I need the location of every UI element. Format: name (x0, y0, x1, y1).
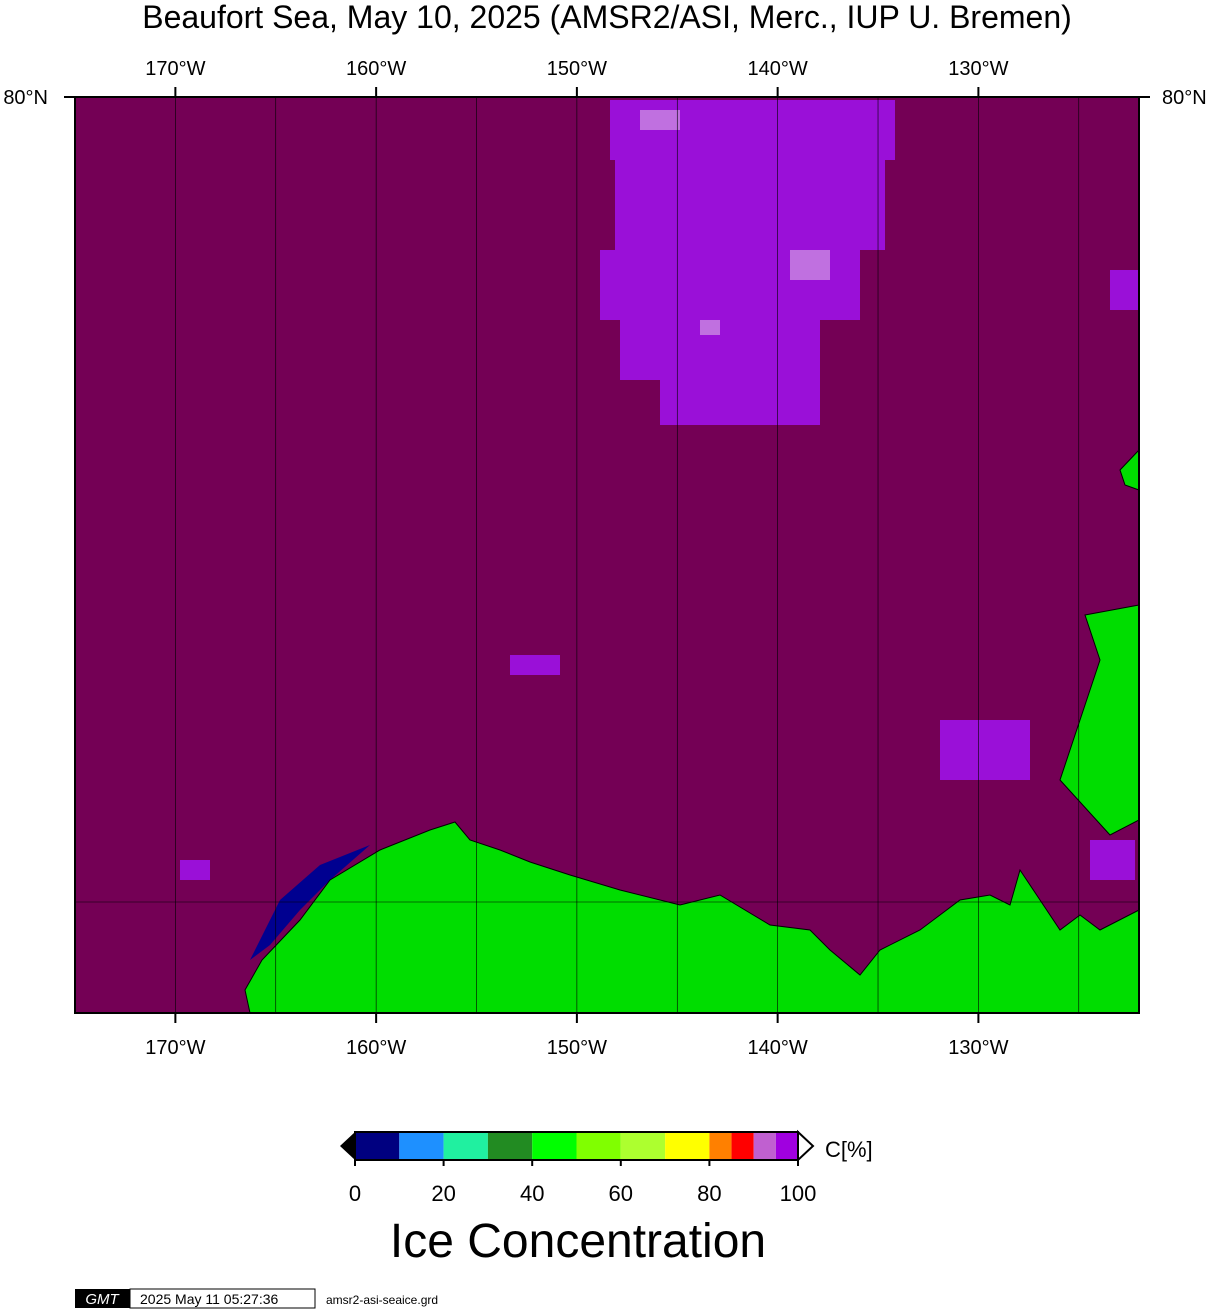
lon-label: 160°W (346, 58, 406, 80)
title: Beaufort Sea, May 10, 2025 (AMSR2/ASI, M… (142, 0, 1072, 35)
sea (75, 97, 1139, 1013)
lat-label: 80°N (1162, 87, 1207, 109)
lon-label: 170°W (145, 58, 205, 80)
cb-frame (354, 1131, 799, 1161)
filename: amsr2-asi-seaice.grd (326, 1293, 438, 1307)
cb-segment (709, 1132, 732, 1160)
cb-tick-label: 0 (349, 1181, 361, 1206)
frame (74, 96, 1140, 1014)
cb-over (797, 1129, 815, 1163)
cb-segment (620, 1132, 666, 1160)
logo-box (75, 1289, 130, 1308)
cb-segment (443, 1132, 488, 1160)
cb-segment (487, 1132, 533, 1160)
lon-label: 140°W (748, 58, 808, 80)
lon-label: 150°W (547, 1037, 607, 1059)
cb-segment (399, 1132, 444, 1160)
colorbar (340, 1129, 815, 1166)
stamp-box (129, 1288, 316, 1309)
cb-tick-label: 60 (609, 1181, 633, 1206)
lat-label: 80°N (3, 87, 48, 109)
cb-segment (355, 1132, 400, 1160)
land-alaska (244, 821, 1140, 1014)
timestamp: 2025 May 11 05:27:36 (140, 1291, 279, 1307)
cb-segment (775, 1132, 798, 1160)
logo: GMT (85, 1291, 120, 1308)
cb-tick-label: 80 (697, 1181, 721, 1206)
cb-segment (532, 1132, 577, 1160)
cb-segment (731, 1132, 754, 1160)
lon-label: 140°W (748, 1037, 808, 1059)
lon-label: 150°W (547, 58, 607, 80)
cb-label: Ice Concentration (390, 1215, 766, 1268)
lon-label: 130°W (948, 58, 1008, 80)
ice-light (640, 110, 830, 335)
cb-tick-label: 100 (780, 1181, 817, 1206)
lon-label: 130°W (948, 1037, 1008, 1059)
cb-tick-label: 40 (520, 1181, 544, 1206)
cb-unit: C[%] (825, 1137, 873, 1162)
lon-label: 160°W (346, 1037, 406, 1059)
cb-under (340, 1132, 355, 1160)
cb-segment (576, 1132, 621, 1160)
cb-segment (753, 1132, 776, 1160)
cb-segment (665, 1132, 710, 1160)
low-ice (250, 845, 370, 960)
cb-tick-label: 20 (431, 1181, 455, 1206)
lon-label: 170°W (145, 1037, 205, 1059)
map: 80°N 80°N (3, 87, 1207, 1014)
